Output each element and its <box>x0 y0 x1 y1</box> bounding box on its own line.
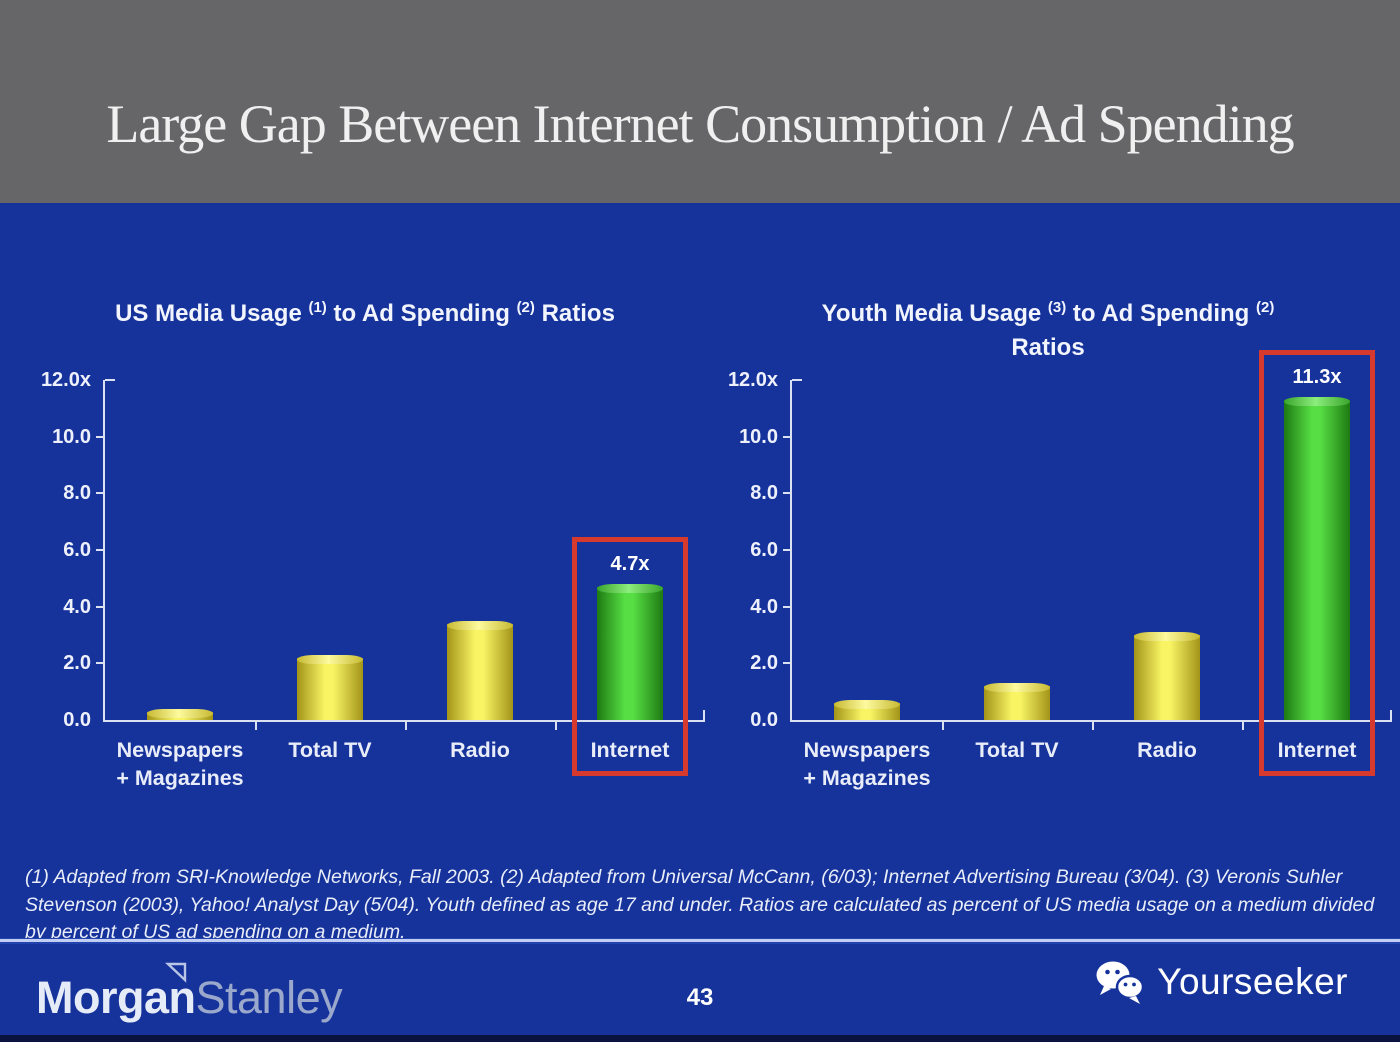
bar-top-cap <box>834 700 900 709</box>
title-text: US Media Usage <box>115 300 309 327</box>
x-axis-category-label: Newspapers + Magazines <box>803 738 931 790</box>
y-axis-tick-label: 12.0x <box>40 369 91 391</box>
bottom-strip <box>0 1035 1400 1042</box>
y-axis-tick <box>96 492 104 495</box>
x-axis-category-label: Newspapers + Magazines <box>116 738 244 790</box>
yourseeker-label: Yourseeker <box>1157 961 1348 1002</box>
x-axis-category-label: Internet <box>590 738 670 762</box>
y-axis-tick <box>96 435 104 438</box>
y-axis-tick <box>96 549 104 551</box>
y-axis-tick-label: 2.0 <box>63 652 91 675</box>
bar-newspapers <box>147 708 213 720</box>
x-axis-line <box>103 720 705 722</box>
page-number: 43 <box>686 984 714 1011</box>
title-text: Ratios <box>534 300 615 327</box>
x-axis-end-cap <box>1390 710 1392 720</box>
y-axis-tick <box>783 605 791 608</box>
y-axis-tick <box>96 605 104 608</box>
x-axis-category-label: Radio <box>450 738 510 762</box>
x-axis-tick <box>1092 722 1094 730</box>
y-axis-tick <box>783 662 791 665</box>
y-axis-top-tick <box>105 379 115 381</box>
bar-total-tv <box>984 683 1050 720</box>
chart-title: US Media Usage (1) to Ad Spending (2) Ra… <box>60 291 670 331</box>
y-axis-top-tick <box>792 379 802 381</box>
x-axis-tick <box>942 722 944 730</box>
highlight-box <box>572 536 688 776</box>
y-axis-tick-label: 6.0 <box>750 539 778 561</box>
x-axis-tick <box>405 722 407 730</box>
y-axis-tick-label: 8.0 <box>63 482 91 505</box>
wechat-icon <box>1096 961 1145 1004</box>
morgan-stanley-triangle-icon <box>164 962 187 983</box>
y-axis-tick-label: 2.0 <box>750 652 778 675</box>
bar-internet <box>597 583 663 720</box>
x-axis-category-label: Total TV <box>975 738 1059 762</box>
x-axis-line <box>790 720 1392 722</box>
title-superscript: (2) <box>1256 299 1275 316</box>
y-axis-tick-label: 12.0x <box>727 369 778 391</box>
footer-divider <box>0 938 1400 944</box>
footnote-text: (1) Adapted from SRI-Knowledge Networks,… <box>25 866 1375 943</box>
y-axis-tick-label: 0.0 <box>750 709 778 731</box>
bar-total-tv <box>297 654 363 720</box>
slide-title: Large Gap Between Internet Consumption /… <box>106 94 1294 154</box>
y-axis-line <box>790 380 792 722</box>
bar-top-cap <box>147 708 213 718</box>
y-axis-tick-label: 8.0 <box>750 482 778 505</box>
x-axis-tick <box>255 722 257 730</box>
title-superscript: (2) <box>516 299 535 316</box>
yourseeker-brand: Yourseeker <box>1093 958 1348 1006</box>
x-axis-category-label: Total TV <box>288 738 372 762</box>
slide-header: Large Gap Between Internet Consumption /… <box>0 0 1400 203</box>
y-axis-tick <box>783 492 791 495</box>
bar-newspapers <box>834 700 900 720</box>
x-axis-tick <box>1242 722 1244 730</box>
title-text: to Ad Spending <box>326 300 517 327</box>
bar-value-label: 11.3x <box>1292 365 1342 388</box>
bar-value-label: 4.7x <box>610 552 650 575</box>
x-axis-tick <box>555 722 557 730</box>
y-axis-tick-label: 10.0 <box>739 425 778 448</box>
y-axis-tick-label: 0.0 <box>63 709 91 731</box>
footer: MorganStanley 43 Yourseeker <box>0 944 1400 1035</box>
title-superscript: (3) <box>1047 299 1067 316</box>
x-axis-end-cap <box>703 710 705 720</box>
y-axis-tick <box>783 549 791 551</box>
title-text: Youth Media Usage <box>821 300 1048 327</box>
title-superscript: (1) <box>308 299 327 316</box>
bar-top-cap <box>1134 632 1200 641</box>
bar-internet <box>1284 396 1350 720</box>
x-axis-category-label: Internet <box>1277 738 1357 762</box>
bar-top-cap <box>1284 396 1350 406</box>
title-text: Ratios <box>1011 334 1085 361</box>
bar-top-cap <box>597 583 663 593</box>
y-axis-tick <box>96 662 104 665</box>
bar-top-cap <box>297 654 363 664</box>
y-axis-tick-label: 10.0 <box>52 425 91 448</box>
x-axis-category-label: Radio <box>1137 738 1197 762</box>
highlight-box <box>1259 349 1375 776</box>
bar-radio <box>1134 632 1200 720</box>
bar-radio <box>447 620 513 720</box>
bar-top-cap <box>984 683 1050 692</box>
y-axis-tick <box>783 435 791 438</box>
y-axis-tick-label: 4.0 <box>63 595 91 618</box>
brand-stanley: Stanley <box>195 972 343 1023</box>
brand-morgan: Morgan <box>36 972 196 1023</box>
morgan-stanley-logo: MorganStanley <box>36 962 343 1024</box>
y-axis-tick-label: 4.0 <box>750 595 778 618</box>
y-axis-line <box>103 380 105 722</box>
title-text: to Ad Spending <box>1066 300 1256 327</box>
y-axis-tick-label: 6.0 <box>63 539 91 561</box>
chart-title: Youth Media Usage (3) to Ad Spending (2)… <box>758 291 1338 365</box>
bar-top-cap <box>447 620 513 630</box>
